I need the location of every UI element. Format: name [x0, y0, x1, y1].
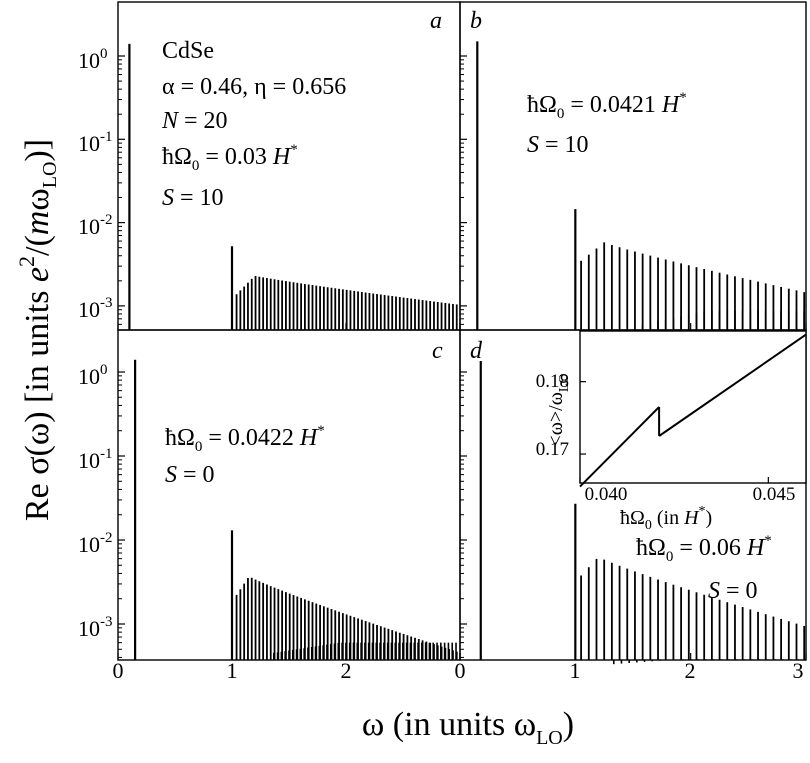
panel-letter-d: d — [470, 338, 483, 364]
panel-letter-a: a — [430, 8, 442, 34]
inset-y-tick-label: 0.17 — [536, 439, 569, 460]
tick-marks — [117, 55, 807, 660]
panel-frame-d — [459, 329, 807, 661]
inset-marks — [579, 333, 807, 488]
inset-x-label: ħΩ0 (in H*) — [620, 504, 712, 533]
x-tick-label: 1 — [227, 658, 238, 683]
annotation-material: CdSe — [162, 38, 214, 64]
y-tick-label: 10-2 — [78, 212, 113, 239]
panel-b-annotations: ħΩ0 = 0.0421 H* S = 10 — [527, 90, 687, 158]
x-axis-title: ω (in units ωLO) — [362, 706, 574, 749]
x-tick-label: 2 — [341, 658, 352, 683]
annotation-omega0: ħΩ0 = 0.06 H* — [636, 533, 772, 565]
panel-letter-b: b — [470, 8, 482, 34]
annotation-S: S = 0 — [165, 462, 215, 488]
inset-y-label: <ω>/ωLO — [545, 373, 572, 446]
panel-frame-b — [459, 1, 807, 331]
annotation-omega0: ħΩ0 = 0.0422 H* — [165, 423, 325, 455]
y-tick-label: 10-3 — [78, 614, 113, 641]
y-tick-label: 100 — [78, 362, 108, 389]
inset-plot: 0.18 0.17 0.040 0.045 <ω>/ωLO ħΩ0 (in H*… — [536, 330, 807, 533]
y-tick-label: 100 — [78, 46, 108, 73]
x-tick-label: 0 — [113, 658, 124, 683]
annotation-N: N = 20 — [161, 108, 228, 134]
annotation-omega0: ħΩ0 = 0.0421 H* — [527, 90, 687, 122]
y-tick-label: 10-1 — [78, 129, 113, 156]
inset-x-tick-label: 0.040 — [585, 484, 628, 505]
panel-a-annotations: CdSe α = 0.46, η = 0.656 N = 20 ħΩ0 = 0.… — [161, 38, 346, 211]
annotation-S: S = 10 — [527, 132, 589, 158]
inset-line — [658, 333, 807, 437]
annotation-S: S = 10 — [162, 185, 224, 211]
x-tick-label: 2 — [685, 658, 696, 683]
x-tick-labels: 0 1 2 0 1 2 3 — [113, 658, 804, 683]
panel-letter-c: c — [432, 338, 443, 364]
x-tick-label: 0 — [455, 658, 466, 683]
panel-c-annotations: ħΩ0 = 0.0422 H* S = 0 — [165, 423, 325, 488]
y-tick-label: 10-1 — [78, 446, 113, 473]
panel-d-annotations: ħΩ0 = 0.06 H* S = 0 — [636, 533, 772, 604]
annotation-S: S = 0 — [708, 578, 758, 604]
y-axis-title: Re σ(ω) [in units e2/(mωLO)] — [14, 139, 61, 521]
x-tick-label: 1 — [570, 658, 581, 683]
y-tick-label: 10-3 — [78, 295, 113, 322]
annotation-alpha-eta: α = 0.46, η = 0.656 — [162, 74, 346, 100]
inset-y-tick-label: 0.18 — [536, 371, 569, 392]
chart-marks — [128, 41, 806, 665]
inset-x-tick-label: 0.045 — [753, 484, 796, 505]
inset-line — [579, 406, 660, 488]
annotation-omega0: ħΩ0 = 0.03 H* — [162, 142, 298, 174]
y-tick-label: 10-2 — [78, 530, 113, 557]
y-tick-labels-top: 100 10-1 10-2 10-3 — [78, 46, 113, 322]
x-tick-label: 3 — [793, 658, 804, 683]
inset-frame — [579, 330, 807, 484]
y-tick-labels-bottom: 100 10-1 10-2 10-3 — [78, 362, 113, 641]
